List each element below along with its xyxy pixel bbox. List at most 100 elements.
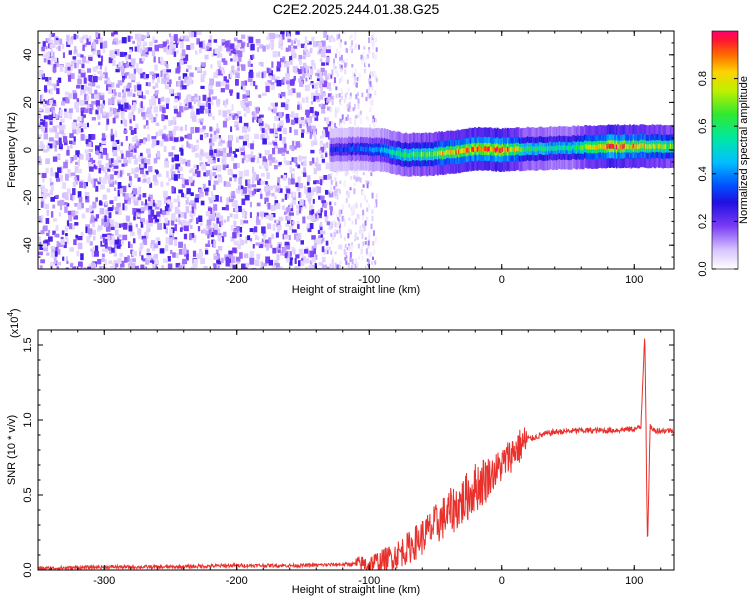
heatmap-cell xyxy=(349,228,352,233)
heatmap-cell xyxy=(232,264,237,269)
heatmap-cell xyxy=(172,171,176,178)
heatmap-cell xyxy=(97,259,102,265)
heatmap-cell xyxy=(173,51,177,57)
heatmap-cell xyxy=(208,138,212,144)
heatmap-cell xyxy=(169,134,173,141)
heatmap-cell xyxy=(278,41,281,49)
carrier-cell xyxy=(371,147,374,153)
heatmap-cell xyxy=(198,41,203,48)
heatmap-cell xyxy=(298,69,302,75)
heatmap-cell xyxy=(50,246,56,250)
heatmap-cell xyxy=(303,185,307,190)
heatmap-cell xyxy=(81,36,85,40)
heatmap-cell xyxy=(170,168,174,174)
heatmap-cell xyxy=(292,168,295,172)
heatmap-cell xyxy=(281,198,285,202)
heatmap-cell xyxy=(286,206,289,214)
heatmap-cell xyxy=(277,249,281,254)
heatmap-cell xyxy=(203,172,208,177)
carrier-cell xyxy=(424,151,427,157)
heatmap-cell xyxy=(79,202,84,209)
heatmap-cell xyxy=(103,220,108,227)
heatmap-cell xyxy=(320,40,326,47)
heatmap-cell xyxy=(50,172,55,177)
carrier-cell xyxy=(582,145,585,151)
heatmap-cell xyxy=(55,132,60,139)
heatmap-cell xyxy=(270,102,276,107)
heatmap-cell xyxy=(101,218,105,226)
heatmap-cell xyxy=(199,134,203,141)
heatmap-cell xyxy=(276,80,282,87)
heatmap-cell xyxy=(356,170,359,177)
heatmap-cell xyxy=(134,211,138,216)
heatmap-cell xyxy=(236,92,240,99)
heatmap-cell xyxy=(85,135,88,140)
heatmap-cell xyxy=(202,127,206,132)
carrier-cell xyxy=(646,144,649,150)
heatmap-cell xyxy=(132,93,136,97)
heatmap-cell xyxy=(109,108,113,113)
heatmap-cell xyxy=(65,236,68,240)
carrier-cell xyxy=(430,151,433,157)
heatmap-cell xyxy=(95,197,98,202)
heatmap-cell xyxy=(133,195,136,201)
heatmap-cell xyxy=(133,159,138,165)
heatmap-cell xyxy=(85,60,90,64)
heatmap-cell xyxy=(225,118,229,122)
heatmap-cell xyxy=(166,182,170,186)
heatmap-cell xyxy=(85,224,90,231)
carrier-cell xyxy=(597,144,600,150)
heatmap-cell xyxy=(198,188,203,194)
heatmap-cell xyxy=(241,34,246,39)
heatmap-cell xyxy=(313,139,317,145)
heatmap-cell xyxy=(208,92,211,99)
heatmap-cell xyxy=(281,205,286,210)
heatmap-cell xyxy=(187,65,192,70)
heatmap-cell xyxy=(235,148,239,152)
heatmap-cell xyxy=(80,89,83,96)
heatmap-cell xyxy=(328,224,332,231)
heatmap-cell xyxy=(361,59,364,64)
heatmap-cell xyxy=(326,34,329,41)
carrier-cell xyxy=(521,146,524,152)
carrier-cell xyxy=(585,144,588,149)
heatmap-cell xyxy=(240,147,245,152)
carrier-cell xyxy=(483,146,486,152)
heatmap-cell xyxy=(95,185,99,192)
carrier-cell xyxy=(381,147,384,152)
heatmap-cell xyxy=(213,165,217,169)
heatmap-cell xyxy=(297,78,301,83)
heatmap-cell xyxy=(164,84,170,90)
heatmap-cell xyxy=(147,153,151,158)
heatmap-cell xyxy=(109,200,114,205)
heatmap-cell xyxy=(173,125,179,131)
heatmap-cell xyxy=(269,32,275,40)
heatmap-cell xyxy=(361,190,364,196)
heatmap-cell xyxy=(220,88,225,93)
heatmap-cell xyxy=(125,55,130,60)
heatmap-cell xyxy=(289,126,292,133)
heatmap-cell xyxy=(233,113,239,119)
heatmap-cell xyxy=(231,66,235,72)
heatmap-cell xyxy=(320,146,325,153)
heatmap-cell xyxy=(347,233,350,239)
heatmap-cell xyxy=(325,130,330,138)
heatmap-cell xyxy=(173,108,178,114)
heatmap-cell xyxy=(137,140,142,146)
heatmap-cell xyxy=(293,114,297,119)
heatmap-cell xyxy=(313,135,317,142)
heatmap-cell xyxy=(344,220,347,227)
heatmap-cell xyxy=(184,124,188,131)
heatmap-cell xyxy=(326,142,329,148)
heatmap-cell xyxy=(252,117,255,123)
heatmap-cell xyxy=(174,239,178,247)
heatmap-cell xyxy=(117,257,122,264)
heatmap-cell xyxy=(259,211,264,217)
heatmap-cell xyxy=(268,68,272,73)
heatmap-cell xyxy=(180,35,184,40)
heatmap-cell xyxy=(256,72,260,78)
heatmap-cell xyxy=(252,244,255,249)
heatmap-cell xyxy=(241,64,246,71)
heatmap-cell xyxy=(48,114,53,121)
heatmap-cell xyxy=(139,47,142,54)
